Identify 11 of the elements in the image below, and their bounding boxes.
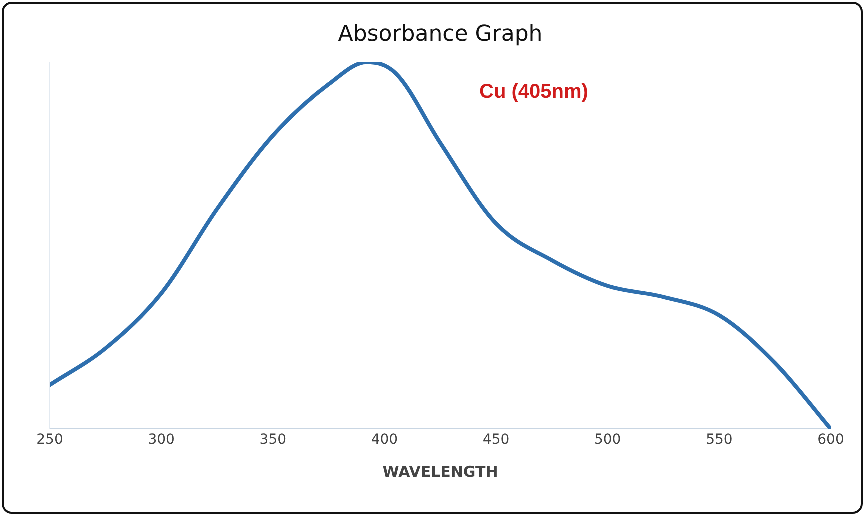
x-tick-label: 300: [148, 432, 175, 448]
x-tick-label: 250: [36, 432, 64, 448]
x-tick-label: 450: [482, 432, 510, 448]
x-tick-label: 500: [594, 432, 622, 448]
annotation: Cu (405nm): [480, 80, 588, 103]
x-tick-label: 400: [371, 432, 398, 448]
x-tick-label: 600: [818, 432, 844, 448]
chart-title: Absorbance Graph: [338, 22, 543, 47]
x-tick-label: 350: [260, 432, 287, 448]
x-tick-label: 550: [706, 432, 733, 448]
x-axis-title: WAVELENGTH: [382, 462, 498, 481]
